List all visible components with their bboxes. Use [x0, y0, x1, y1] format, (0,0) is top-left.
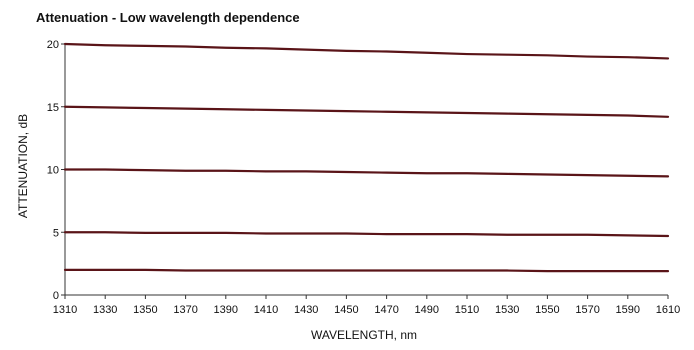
x-tick-label: 1550 — [535, 304, 559, 316]
x-tick-label: 1350 — [133, 304, 157, 316]
y-tick-label: 15 — [47, 102, 59, 114]
x-tick-label: 1470 — [374, 304, 398, 316]
series-line-2 — [63, 105, 670, 118]
x-tick-label: 1390 — [214, 304, 238, 316]
y-tick-label: 0 — [53, 290, 59, 302]
x-axis-title: WAVELENGTH, nm — [311, 328, 417, 342]
x-tick-label: 1490 — [415, 304, 439, 316]
series-layer — [63, 42, 670, 273]
x-tick-label: 1430 — [294, 304, 318, 316]
x-tick-label: 1510 — [455, 304, 479, 316]
series-line-1 — [63, 42, 670, 60]
x-tick-label: 1450 — [334, 304, 358, 316]
x-tick-label: 1370 — [173, 304, 197, 316]
x-tick-label: 1570 — [575, 304, 599, 316]
x-tick-label: 1590 — [616, 304, 640, 316]
x-tick-label: 1310 — [53, 304, 77, 316]
axes-layer: 0 5 10 15 20 1310 1330 1350 1370 1390 1410 1430 1450… — [47, 39, 680, 316]
series-line-4 — [63, 231, 670, 238]
x-tick-label: 1410 — [254, 304, 278, 316]
y-axis-title: ATTENUATION, dB — [16, 114, 30, 218]
x-tick-label: 1610 — [656, 304, 680, 316]
y-tick-label: 5 — [53, 227, 59, 239]
x-tick-label: 1330 — [93, 304, 117, 316]
y-tick-label: 10 — [47, 165, 59, 177]
x-tick-label: 1530 — [495, 304, 519, 316]
series-line-5 — [63, 268, 670, 273]
series-line-3 — [63, 168, 670, 178]
chart-title: Attenuation - Low wavelength dependence — [36, 10, 300, 25]
y-tick-label: 20 — [47, 39, 59, 51]
